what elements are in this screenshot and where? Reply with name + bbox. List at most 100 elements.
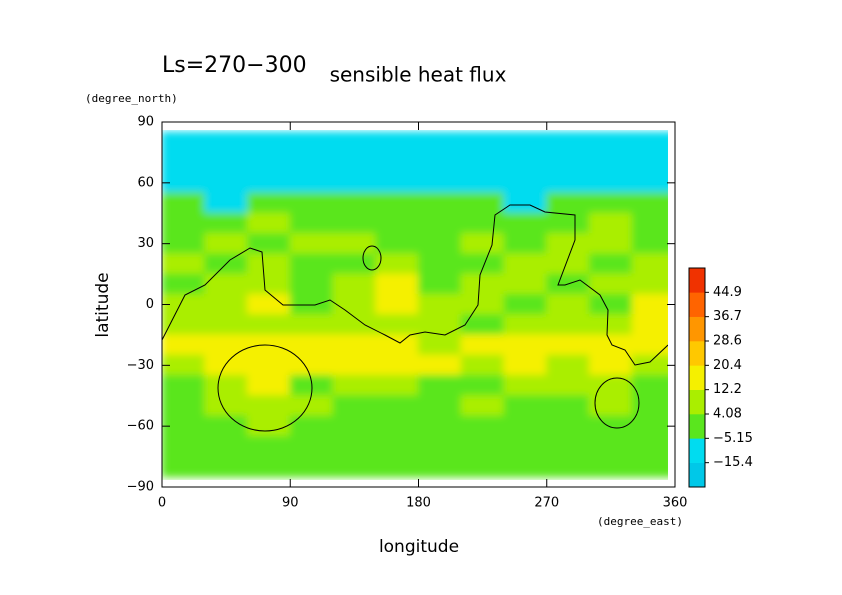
cell — [375, 395, 419, 417]
cell — [418, 395, 462, 417]
cell — [589, 253, 633, 275]
cell — [247, 172, 291, 194]
cell — [375, 435, 419, 458]
cell — [289, 314, 334, 336]
cell — [631, 151, 668, 174]
cell — [418, 334, 462, 356]
cell — [589, 415, 633, 437]
cell — [332, 435, 377, 458]
cell — [546, 233, 590, 255]
cell — [204, 233, 248, 255]
cell — [631, 395, 668, 417]
cell — [589, 314, 633, 336]
cell — [162, 233, 206, 255]
cell — [247, 273, 291, 295]
cell — [460, 192, 505, 214]
cell — [247, 212, 291, 235]
cell — [503, 374, 548, 397]
cell — [332, 415, 377, 437]
cell — [631, 374, 668, 397]
cell — [162, 273, 206, 295]
cell — [375, 172, 419, 194]
cell — [460, 415, 505, 437]
cell — [418, 456, 462, 478]
cell — [418, 354, 462, 376]
x-tick-label: 90 — [282, 496, 299, 511]
cell — [162, 192, 206, 214]
contour-line — [594, 377, 640, 429]
cell — [418, 253, 462, 275]
colorbar-label: 20.4 — [713, 358, 742, 373]
cell — [332, 314, 377, 336]
x-tick-label: 0 — [158, 496, 166, 511]
cell — [247, 395, 291, 417]
cell — [247, 151, 291, 174]
cell — [247, 253, 291, 275]
cell — [289, 334, 334, 356]
cell — [631, 131, 668, 153]
cell — [375, 273, 419, 295]
cell — [460, 395, 505, 417]
cell — [162, 415, 206, 437]
cell — [546, 172, 590, 194]
cell — [589, 456, 633, 478]
cell — [503, 131, 548, 153]
colorbar-label: −15.4 — [713, 455, 753, 470]
cell — [631, 314, 668, 336]
x-tick-label: 270 — [534, 496, 559, 511]
cell — [204, 374, 248, 397]
cell — [375, 293, 419, 316]
cell — [289, 172, 334, 194]
cell — [418, 415, 462, 437]
cell — [375, 131, 419, 153]
cell — [546, 395, 590, 417]
cell — [631, 253, 668, 275]
cell — [204, 314, 248, 336]
cell — [503, 172, 548, 194]
cell — [204, 192, 248, 214]
cell — [460, 314, 505, 336]
cell — [332, 293, 377, 316]
colorbar-band — [689, 389, 705, 415]
cell — [460, 334, 505, 356]
cell — [418, 293, 462, 316]
cell — [289, 354, 334, 376]
cell — [589, 212, 633, 235]
cell — [460, 253, 505, 275]
cell — [289, 253, 334, 275]
cell — [375, 415, 419, 437]
colorbar-band — [689, 414, 705, 439]
cell — [162, 172, 206, 194]
colorbar-band — [689, 438, 705, 463]
cell — [589, 293, 633, 316]
y-tick-label: −30 — [127, 358, 154, 373]
cell — [418, 233, 462, 255]
cell — [375, 334, 419, 356]
cell — [546, 415, 590, 437]
x-axis-label: longitude — [379, 537, 459, 557]
cell — [589, 151, 633, 174]
cell — [546, 293, 590, 316]
cell — [418, 192, 462, 214]
cell — [162, 456, 206, 478]
cell — [631, 415, 668, 437]
cell — [204, 435, 248, 458]
cell — [460, 435, 505, 458]
colorbar-label: −5.15 — [713, 431, 753, 446]
cell — [418, 172, 462, 194]
x-unit: (degree_east) — [597, 515, 683, 528]
cell — [503, 233, 548, 255]
cell — [289, 151, 334, 174]
cell — [418, 314, 462, 336]
cell — [631, 293, 668, 316]
cell — [503, 395, 548, 417]
cell — [162, 354, 206, 376]
cell — [546, 435, 590, 458]
cell — [418, 151, 462, 174]
contour-line — [162, 204, 668, 366]
cell — [546, 334, 590, 356]
contour-line — [217, 344, 313, 432]
cell — [589, 172, 633, 194]
y-tick-label: 90 — [137, 115, 154, 130]
